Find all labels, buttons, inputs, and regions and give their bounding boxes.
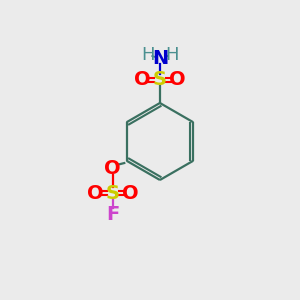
- Text: O: O: [169, 70, 186, 89]
- Text: S: S: [153, 70, 167, 89]
- Text: O: O: [87, 184, 103, 202]
- Text: H: H: [141, 46, 154, 64]
- Text: S: S: [106, 184, 120, 202]
- Text: N: N: [152, 49, 168, 68]
- Text: O: O: [122, 184, 139, 202]
- Text: H: H: [166, 46, 179, 64]
- Text: O: O: [104, 159, 121, 178]
- Text: O: O: [134, 70, 151, 89]
- Text: F: F: [106, 205, 119, 224]
